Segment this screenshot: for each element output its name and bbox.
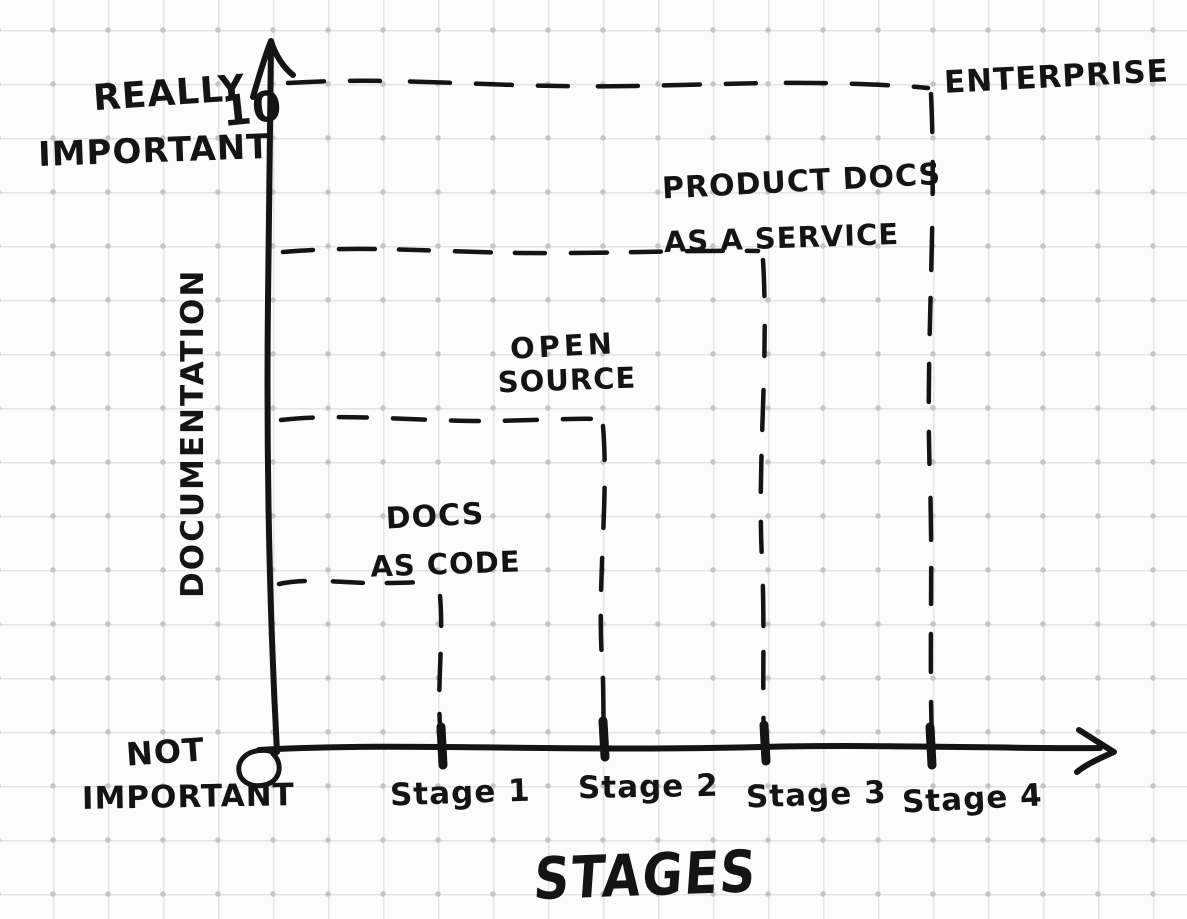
docs-as-code-label-line2: AS CODE xyxy=(369,544,522,584)
stage3-drop-line xyxy=(758,257,767,741)
y-max-label-line2: IMPORTANT xyxy=(37,126,272,176)
stage4-drop-line xyxy=(926,91,935,741)
x-tick-stage1: Stage 1 xyxy=(389,772,532,814)
y-min-label-line1: NOT xyxy=(124,730,207,774)
y-axis-line xyxy=(264,41,280,755)
x-tick-stage3: Stage 3 xyxy=(745,774,888,816)
y-axis-title: DOCUMENTATION xyxy=(175,268,211,598)
x-axis-arrow-icon xyxy=(1074,727,1117,775)
open-source-label-line2: SOURCE xyxy=(497,360,637,400)
product-docs-level-line xyxy=(280,246,761,256)
y-axis-arrow-icon xyxy=(250,38,296,100)
y-min-label-line2: IMPORTANT xyxy=(81,777,296,817)
stage1-drop-line xyxy=(437,593,444,741)
x-tick-stage2: Stage 2 xyxy=(577,767,719,807)
x-axis-line xyxy=(256,743,1103,753)
open-source-label-line1: OPEN xyxy=(509,326,617,366)
enterprise-level-line xyxy=(285,78,931,91)
x-tick-stage4: Stage 4 xyxy=(901,777,1044,821)
x-axis-title: STAGES xyxy=(531,837,760,914)
docs-as-code-label-line1: DOCS xyxy=(384,496,486,537)
stage2-drop-line xyxy=(598,423,607,741)
open-source-level-line xyxy=(278,414,603,424)
y-max-value: 10 xyxy=(219,80,285,137)
origin-circle-icon xyxy=(236,747,282,789)
docs-as-code-level-line xyxy=(276,578,439,587)
stage2-tick xyxy=(598,716,610,762)
